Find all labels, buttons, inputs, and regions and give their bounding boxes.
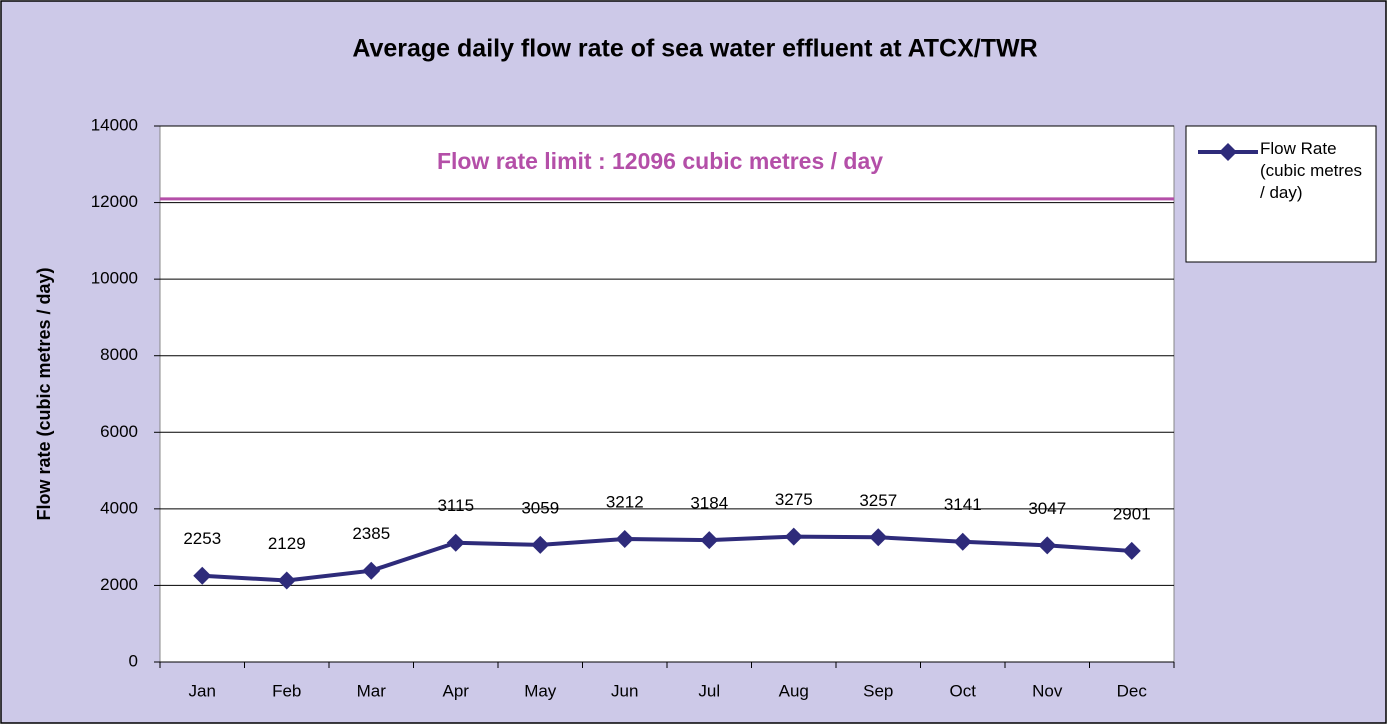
legend-marker	[1219, 143, 1237, 161]
x-tick-label: May	[524, 681, 557, 700]
data-label: 3115	[437, 496, 474, 515]
data-label: 3257	[859, 491, 897, 510]
y-tick-label: 0	[129, 651, 138, 670]
marker	[362, 561, 381, 580]
x-tick-label: Aug	[779, 681, 809, 700]
x-tick-label: Apr	[443, 681, 470, 700]
data-label: 2253	[183, 529, 221, 548]
data-label: 3184	[690, 494, 728, 513]
series-line	[202, 534, 1132, 583]
marker	[531, 535, 550, 554]
marker	[700, 531, 719, 550]
data-label: 3047	[1028, 499, 1066, 518]
marker	[1122, 541, 1141, 560]
marker	[1038, 536, 1057, 555]
y-tick-label: 10000	[91, 269, 138, 288]
x-tick-label: Sep	[863, 681, 893, 700]
y-tick-label: 12000	[91, 192, 138, 211]
marker	[869, 528, 888, 547]
data-label: 3275	[775, 490, 813, 509]
y-tick-label: 14000	[91, 115, 138, 134]
chart-title: Average daily flow rate of sea water eff…	[352, 35, 1037, 63]
data-label: 3141	[944, 495, 982, 514]
limit-annotation: Flow rate limit : 12096 cubic metres / d…	[437, 148, 883, 174]
marker	[277, 571, 296, 590]
y-tick-label: 6000	[100, 422, 138, 441]
legend-label: Flow Rate (cubic metres / day)	[1260, 139, 1363, 202]
y-tick-label: 4000	[100, 498, 138, 517]
marker	[953, 532, 972, 551]
marker	[193, 566, 212, 585]
y-tick-label: 2000	[100, 575, 138, 594]
x-tick-label: Jun	[611, 681, 638, 700]
marker	[784, 527, 803, 546]
data-label: 3212	[606, 493, 644, 512]
data-label: 2901	[1113, 504, 1151, 523]
marker	[615, 530, 634, 549]
data-label: 3059	[521, 498, 559, 517]
data-label: 2385	[352, 524, 390, 543]
data-label: 2129	[268, 534, 306, 553]
x-tick-label: Jan	[189, 681, 216, 700]
x-tick-label: Dec	[1117, 681, 1148, 700]
y-axis-label: Flow rate (cubic metres / day)	[34, 267, 54, 520]
legend-box	[1185, 125, 1377, 263]
marker	[446, 533, 465, 552]
y-tick-label: 8000	[100, 345, 138, 364]
x-tick-label: Mar	[357, 681, 387, 700]
x-tick-label: Jul	[698, 681, 720, 700]
plot-area	[159, 125, 1175, 663]
x-tick-label: Nov	[1032, 681, 1063, 700]
x-tick-label: Feb	[272, 681, 301, 700]
x-tick-label: Oct	[950, 681, 977, 700]
